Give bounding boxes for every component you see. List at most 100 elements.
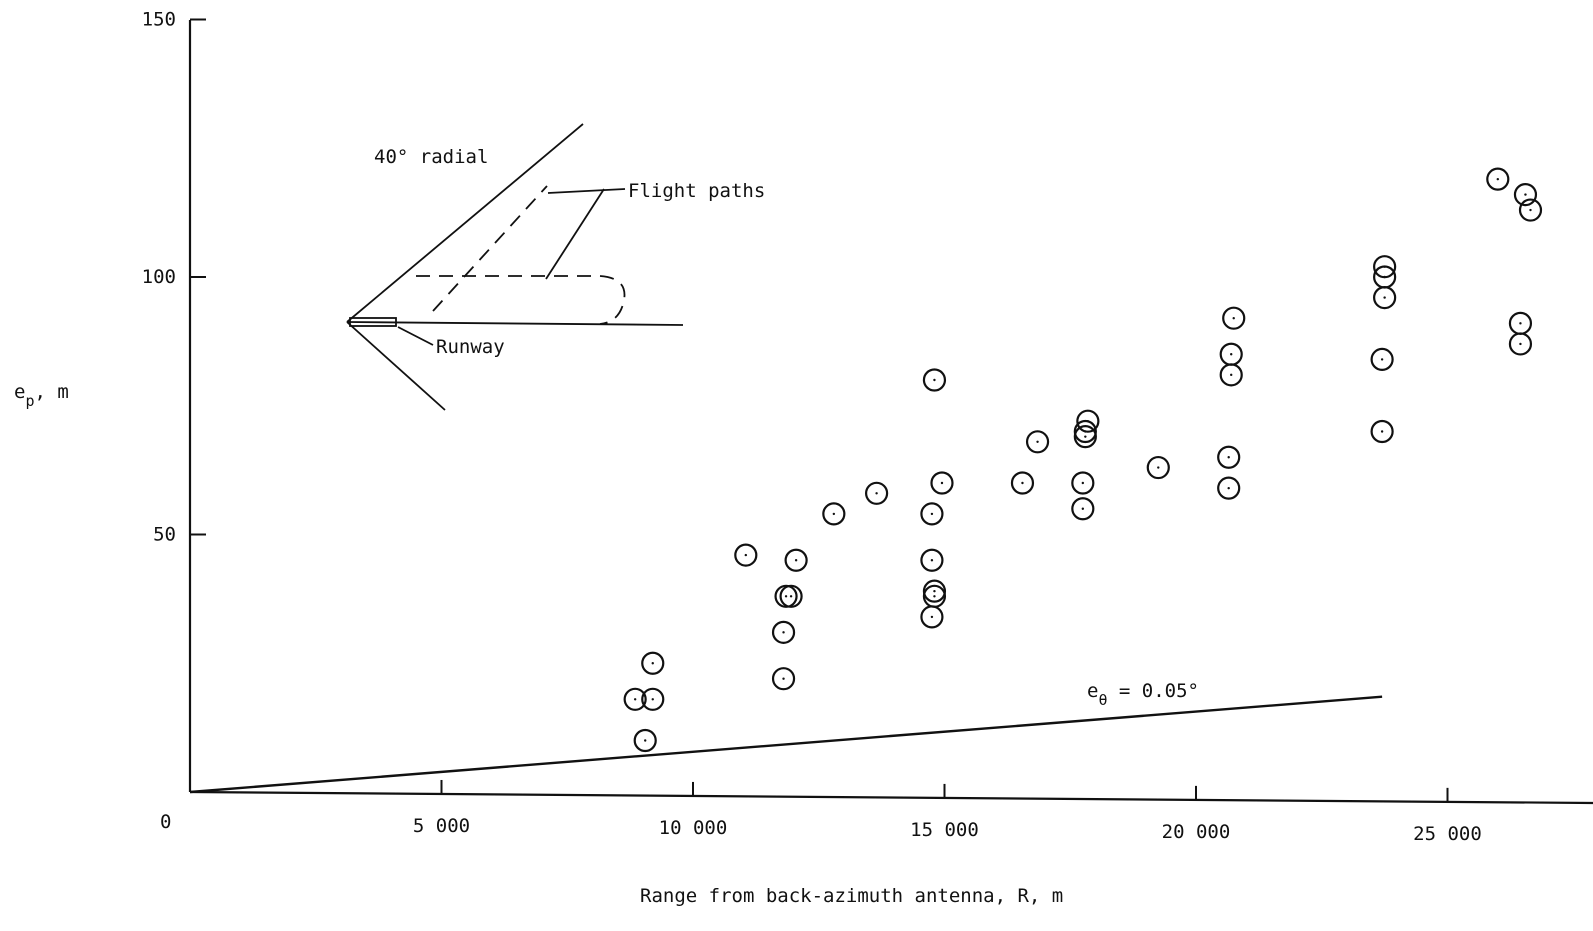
- data-point-circle: [1513, 183, 1538, 207]
- data-point: [1025, 430, 1050, 454]
- data-point: [771, 667, 796, 691]
- data-point-center: [1021, 481, 1024, 485]
- data-point: [633, 728, 657, 753]
- origin-label: 0: [160, 811, 171, 833]
- data-point: [1373, 255, 1397, 279]
- data-point: [1370, 419, 1394, 444]
- data-point-circle: [1071, 497, 1095, 521]
- data-point-circle: [771, 667, 796, 691]
- reference-line-e-theta: [189, 695, 1383, 794]
- axes: [188, 20, 1593, 805]
- y-tick-label: 150: [142, 9, 176, 31]
- data-point-center: [1081, 507, 1085, 510]
- data-point-center: [1529, 208, 1532, 212]
- data-point-center: [875, 492, 878, 495]
- data-point: [1373, 286, 1397, 310]
- data-point: [1219, 342, 1243, 366]
- data-point-center: [933, 378, 936, 382]
- data-points: [623, 167, 1543, 753]
- data-point: [1071, 497, 1095, 521]
- svg-text:ep, m: ep, m: [14, 381, 69, 410]
- y-axis-title-suffix: , m: [34, 381, 68, 403]
- y-axis-title-sub: p: [25, 392, 34, 410]
- data-point-circle: [779, 584, 803, 608]
- data-point: [623, 687, 647, 711]
- data-point-circle: [734, 543, 758, 567]
- data-point: [1508, 332, 1533, 356]
- data-point-circle: [1217, 476, 1241, 500]
- data-point: [784, 548, 808, 572]
- data-point-circle: [1217, 445, 1241, 469]
- data-point: [1486, 167, 1510, 191]
- x-axis-title: Range from back-azimuth antenna, R, m: [640, 885, 1063, 907]
- data-point-center: [1519, 342, 1522, 346]
- data-point-circle: [1508, 311, 1533, 335]
- reference-line-label: eθ = 0.05°: [1087, 680, 1199, 709]
- x-tick-label: 10 000: [659, 817, 728, 839]
- data-point-center: [1230, 373, 1233, 377]
- data-point: [922, 579, 947, 603]
- svg-text:eθ = 0.05°: eθ = 0.05°: [1087, 680, 1199, 709]
- data-point: [641, 687, 665, 711]
- data-point: [1076, 409, 1100, 433]
- x-tick-label: 25 000: [1413, 823, 1482, 845]
- data-point-center: [794, 559, 798, 562]
- runway-centerline: [346, 321, 684, 326]
- radial-label: 40° radial: [374, 146, 488, 168]
- data-point-center: [933, 595, 936, 598]
- data-point: [774, 584, 798, 608]
- data-point-center: [933, 589, 936, 593]
- x-tick-label: 15 000: [910, 819, 979, 841]
- data-point-circle: [1370, 419, 1394, 444]
- data-point: [864, 481, 889, 505]
- data-point-circle: [623, 687, 647, 711]
- data-point-circle: [930, 471, 954, 495]
- data-point: [1146, 455, 1170, 480]
- data-point-center: [1524, 193, 1527, 196]
- data-point-circle: [1146, 455, 1170, 480]
- data-point-circle: [1518, 198, 1543, 222]
- ref-label-sub: θ: [1098, 691, 1107, 709]
- data-point-circle: [784, 548, 808, 572]
- data-point-circle: [771, 620, 796, 644]
- flight-path-radial: [432, 185, 548, 312]
- data-point-circle: [920, 548, 944, 572]
- data-point: [771, 620, 796, 644]
- data-point-circle: [641, 687, 665, 711]
- data-point: [1508, 311, 1533, 335]
- data-point-circle: [1373, 255, 1397, 279]
- data-point: [920, 605, 944, 629]
- x-axis: [189, 790, 1593, 805]
- data-point-center: [782, 631, 785, 634]
- data-point-circle: [922, 584, 947, 608]
- x-tick-label: 20 000: [1162, 821, 1231, 843]
- data-point: [1071, 471, 1095, 495]
- data-point-center: [1383, 296, 1386, 299]
- data-point-center: [1380, 430, 1384, 433]
- data-point-circle: [920, 502, 944, 526]
- data-point-center: [1081, 481, 1085, 485]
- data-point-circle: [1073, 419, 1097, 444]
- radial-line-lower: [346, 321, 446, 411]
- data-point: [1217, 445, 1241, 469]
- y-tick-label: 50: [153, 524, 176, 546]
- data-point-circle: [774, 584, 798, 608]
- data-point-center: [940, 481, 944, 485]
- data-point-center: [1227, 456, 1230, 459]
- data-point: [1073, 425, 1097, 449]
- data-point-circle: [1010, 471, 1035, 495]
- ref-label-main: e: [1087, 680, 1098, 702]
- data-point-circle: [922, 579, 947, 603]
- data-point-circle: [1071, 471, 1095, 495]
- data-point-center: [832, 512, 836, 516]
- data-point: [1219, 363, 1243, 387]
- data-point-circle: [1073, 425, 1097, 449]
- data-point: [922, 368, 947, 392]
- data-point: [734, 543, 758, 567]
- data-point-circle: [1486, 167, 1510, 191]
- data-point-circle: [633, 728, 657, 753]
- data-point-circle: [1370, 347, 1394, 371]
- data-point-center: [930, 559, 934, 562]
- radial-line-upper: [346, 123, 584, 323]
